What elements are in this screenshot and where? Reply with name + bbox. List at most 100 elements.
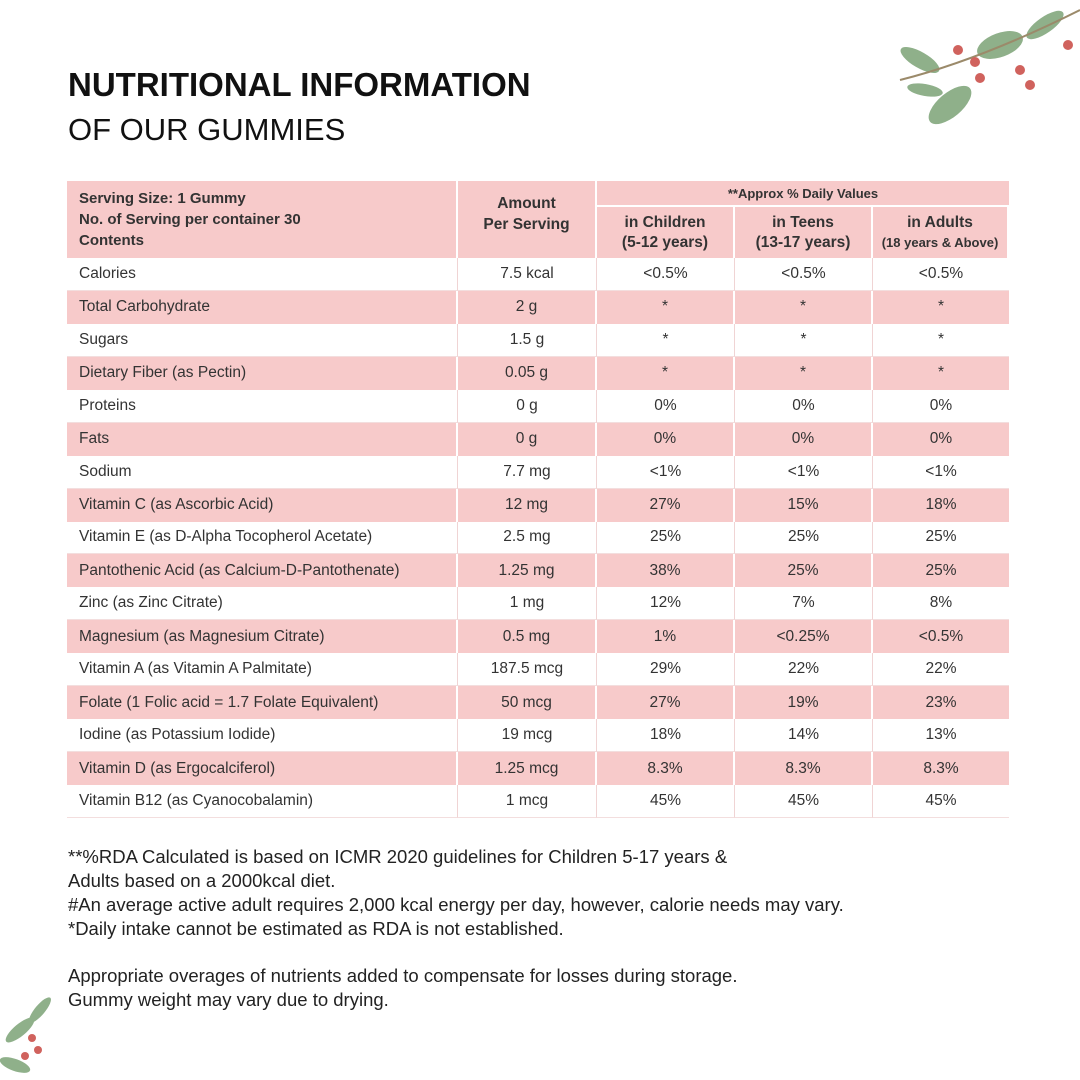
table-cell: 0% [597, 423, 735, 456]
table-cell: 0 g [458, 390, 597, 423]
nutrient-name: Zinc (as Zinc Citrate) [67, 587, 458, 620]
table-cell: 8.3% [735, 752, 873, 785]
footnote: *Daily intake cannot be estimated as RDA… [68, 918, 564, 940]
table-cell: 12 mg [458, 489, 597, 522]
table-cell: 0% [735, 390, 873, 423]
table-cell: 7% [735, 587, 873, 620]
page: NUTRITIONAL INFORMATION OF OUR GUMMIES S… [0, 0, 1080, 1080]
nutrient-name: Dietary Fiber (as Pectin) [67, 357, 458, 390]
note: Appropriate overages of nutrients added … [68, 965, 738, 987]
table-cell: 25% [735, 554, 873, 587]
note: Gummy weight may vary due to drying. [68, 989, 389, 1011]
table-cell: 45% [873, 785, 1009, 818]
nutrient-name: Magnesium (as Magnesium Citrate) [67, 620, 458, 653]
table-cell: 38% [597, 554, 735, 587]
table-cell: 13% [873, 719, 1009, 752]
column-header: (5-12 years) [622, 233, 708, 253]
table-cell: 187.5 mcg [458, 653, 597, 686]
table-cell: 1.25 mg [458, 554, 597, 587]
table-cell: 19 mcg [458, 719, 597, 752]
nutrient-name: Total Carbohydrate [67, 291, 458, 324]
table-cell: 27% [597, 489, 735, 522]
title: NUTRITIONAL INFORMATION [68, 66, 531, 104]
nutrient-name: Sodium [67, 456, 458, 489]
table-cell: 8% [873, 587, 1009, 620]
table-cell: <0.5% [873, 258, 1009, 291]
table-cell: 2 g [458, 291, 597, 324]
header-cell: in Children(5-12 years) [597, 207, 735, 258]
table-cell: 23% [873, 686, 1009, 719]
amount-header: Per Serving [483, 214, 569, 235]
header-cell: in Adults(18 years & Above) [873, 207, 1009, 258]
table-cell: 15% [735, 489, 873, 522]
nutrient-name: Vitamin E (as D-Alpha Tocopherol Acetate… [67, 522, 458, 555]
serving-info: Contents [79, 230, 144, 251]
table-cell: <0.5% [597, 258, 735, 291]
column-header: in Adults [907, 213, 973, 233]
table-cell: 45% [597, 785, 735, 818]
nutrient-name: Fats [67, 423, 458, 456]
table-cell: * [597, 324, 735, 357]
table-cell: <0.5% [873, 620, 1009, 653]
table-cell: 0.5 mg [458, 620, 597, 653]
table-cell: 1 mcg [458, 785, 597, 818]
table-cell: 18% [597, 719, 735, 752]
serving-info: Serving Size: 1 Gummy [79, 188, 246, 209]
holly-decoration [880, 0, 1080, 150]
nutrient-name: Calories [67, 258, 458, 291]
table-cell: 7.7 mg [458, 456, 597, 489]
table-cell: * [873, 357, 1009, 390]
table-cell: 12% [597, 587, 735, 620]
table-cell: 25% [873, 522, 1009, 555]
table-cell: * [873, 324, 1009, 357]
table-cell: <0.25% [735, 620, 873, 653]
table-cell: 1.5 g [458, 324, 597, 357]
header-cell: AmountPer Serving [458, 181, 597, 258]
column-header: in Children [625, 213, 706, 233]
table-cell: 14% [735, 719, 873, 752]
table-cell: 50 mcg [458, 686, 597, 719]
nutrient-name: Vitamin A (as Vitamin A Palmitate) [67, 653, 458, 686]
header-cell: Serving Size: 1 GummyNo. of Serving per … [67, 181, 458, 258]
table-cell: 0% [873, 423, 1009, 456]
column-header: (18 years & Above) [882, 233, 999, 253]
table-cell: * [597, 357, 735, 390]
table-cell: * [735, 291, 873, 324]
table-cell: * [873, 291, 1009, 324]
table-cell: 25% [597, 522, 735, 555]
nutrient-name: Pantothenic Acid (as Calcium-D-Pantothen… [67, 554, 458, 587]
table-cell: 0% [735, 423, 873, 456]
table-cell: 22% [873, 653, 1009, 686]
table-cell: 0% [873, 390, 1009, 423]
table-cell: 45% [735, 785, 873, 818]
daily-values-header: **Approx % Daily Values [597, 181, 1009, 207]
table-cell: 8.3% [597, 752, 735, 785]
table-cell: * [735, 357, 873, 390]
column-header: in Teens [772, 213, 834, 233]
footnote: **%RDA Calculated is based on ICMR 2020 … [68, 846, 727, 868]
table-cell: * [735, 324, 873, 357]
column-header: (13-17 years) [756, 233, 851, 253]
nutrient-name: Sugars [67, 324, 458, 357]
footnote: #An average active adult requires 2,000 … [68, 894, 844, 916]
table-cell: 1.25 mcg [458, 752, 597, 785]
table-cell: 8.3% [873, 752, 1009, 785]
nutrient-name: Vitamin C (as Ascorbic Acid) [67, 489, 458, 522]
amount-header: Amount [497, 193, 556, 214]
subtitle: OF OUR GUMMIES [68, 112, 345, 148]
table-cell: <1% [735, 456, 873, 489]
table-cell: 1 mg [458, 587, 597, 620]
nutrient-name: Folate (1 Folic acid = 1.7 Folate Equiva… [67, 686, 458, 719]
table-cell: 2.5 mg [458, 522, 597, 555]
table-cell: 27% [597, 686, 735, 719]
table-cell: 0 g [458, 423, 597, 456]
table-cell: 29% [597, 653, 735, 686]
nutrient-name: Vitamin B12 (as Cyanocobalamin) [67, 785, 458, 818]
header-cell: in Teens(13-17 years) [735, 207, 873, 258]
table-cell: 19% [735, 686, 873, 719]
table-cell: <1% [597, 456, 735, 489]
nutrient-name: Vitamin D (as Ergocalciferol) [67, 752, 458, 785]
table-cell: 25% [735, 522, 873, 555]
nutrient-name: Proteins [67, 390, 458, 423]
footnote: Adults based on a 2000kcal diet. [68, 870, 335, 892]
